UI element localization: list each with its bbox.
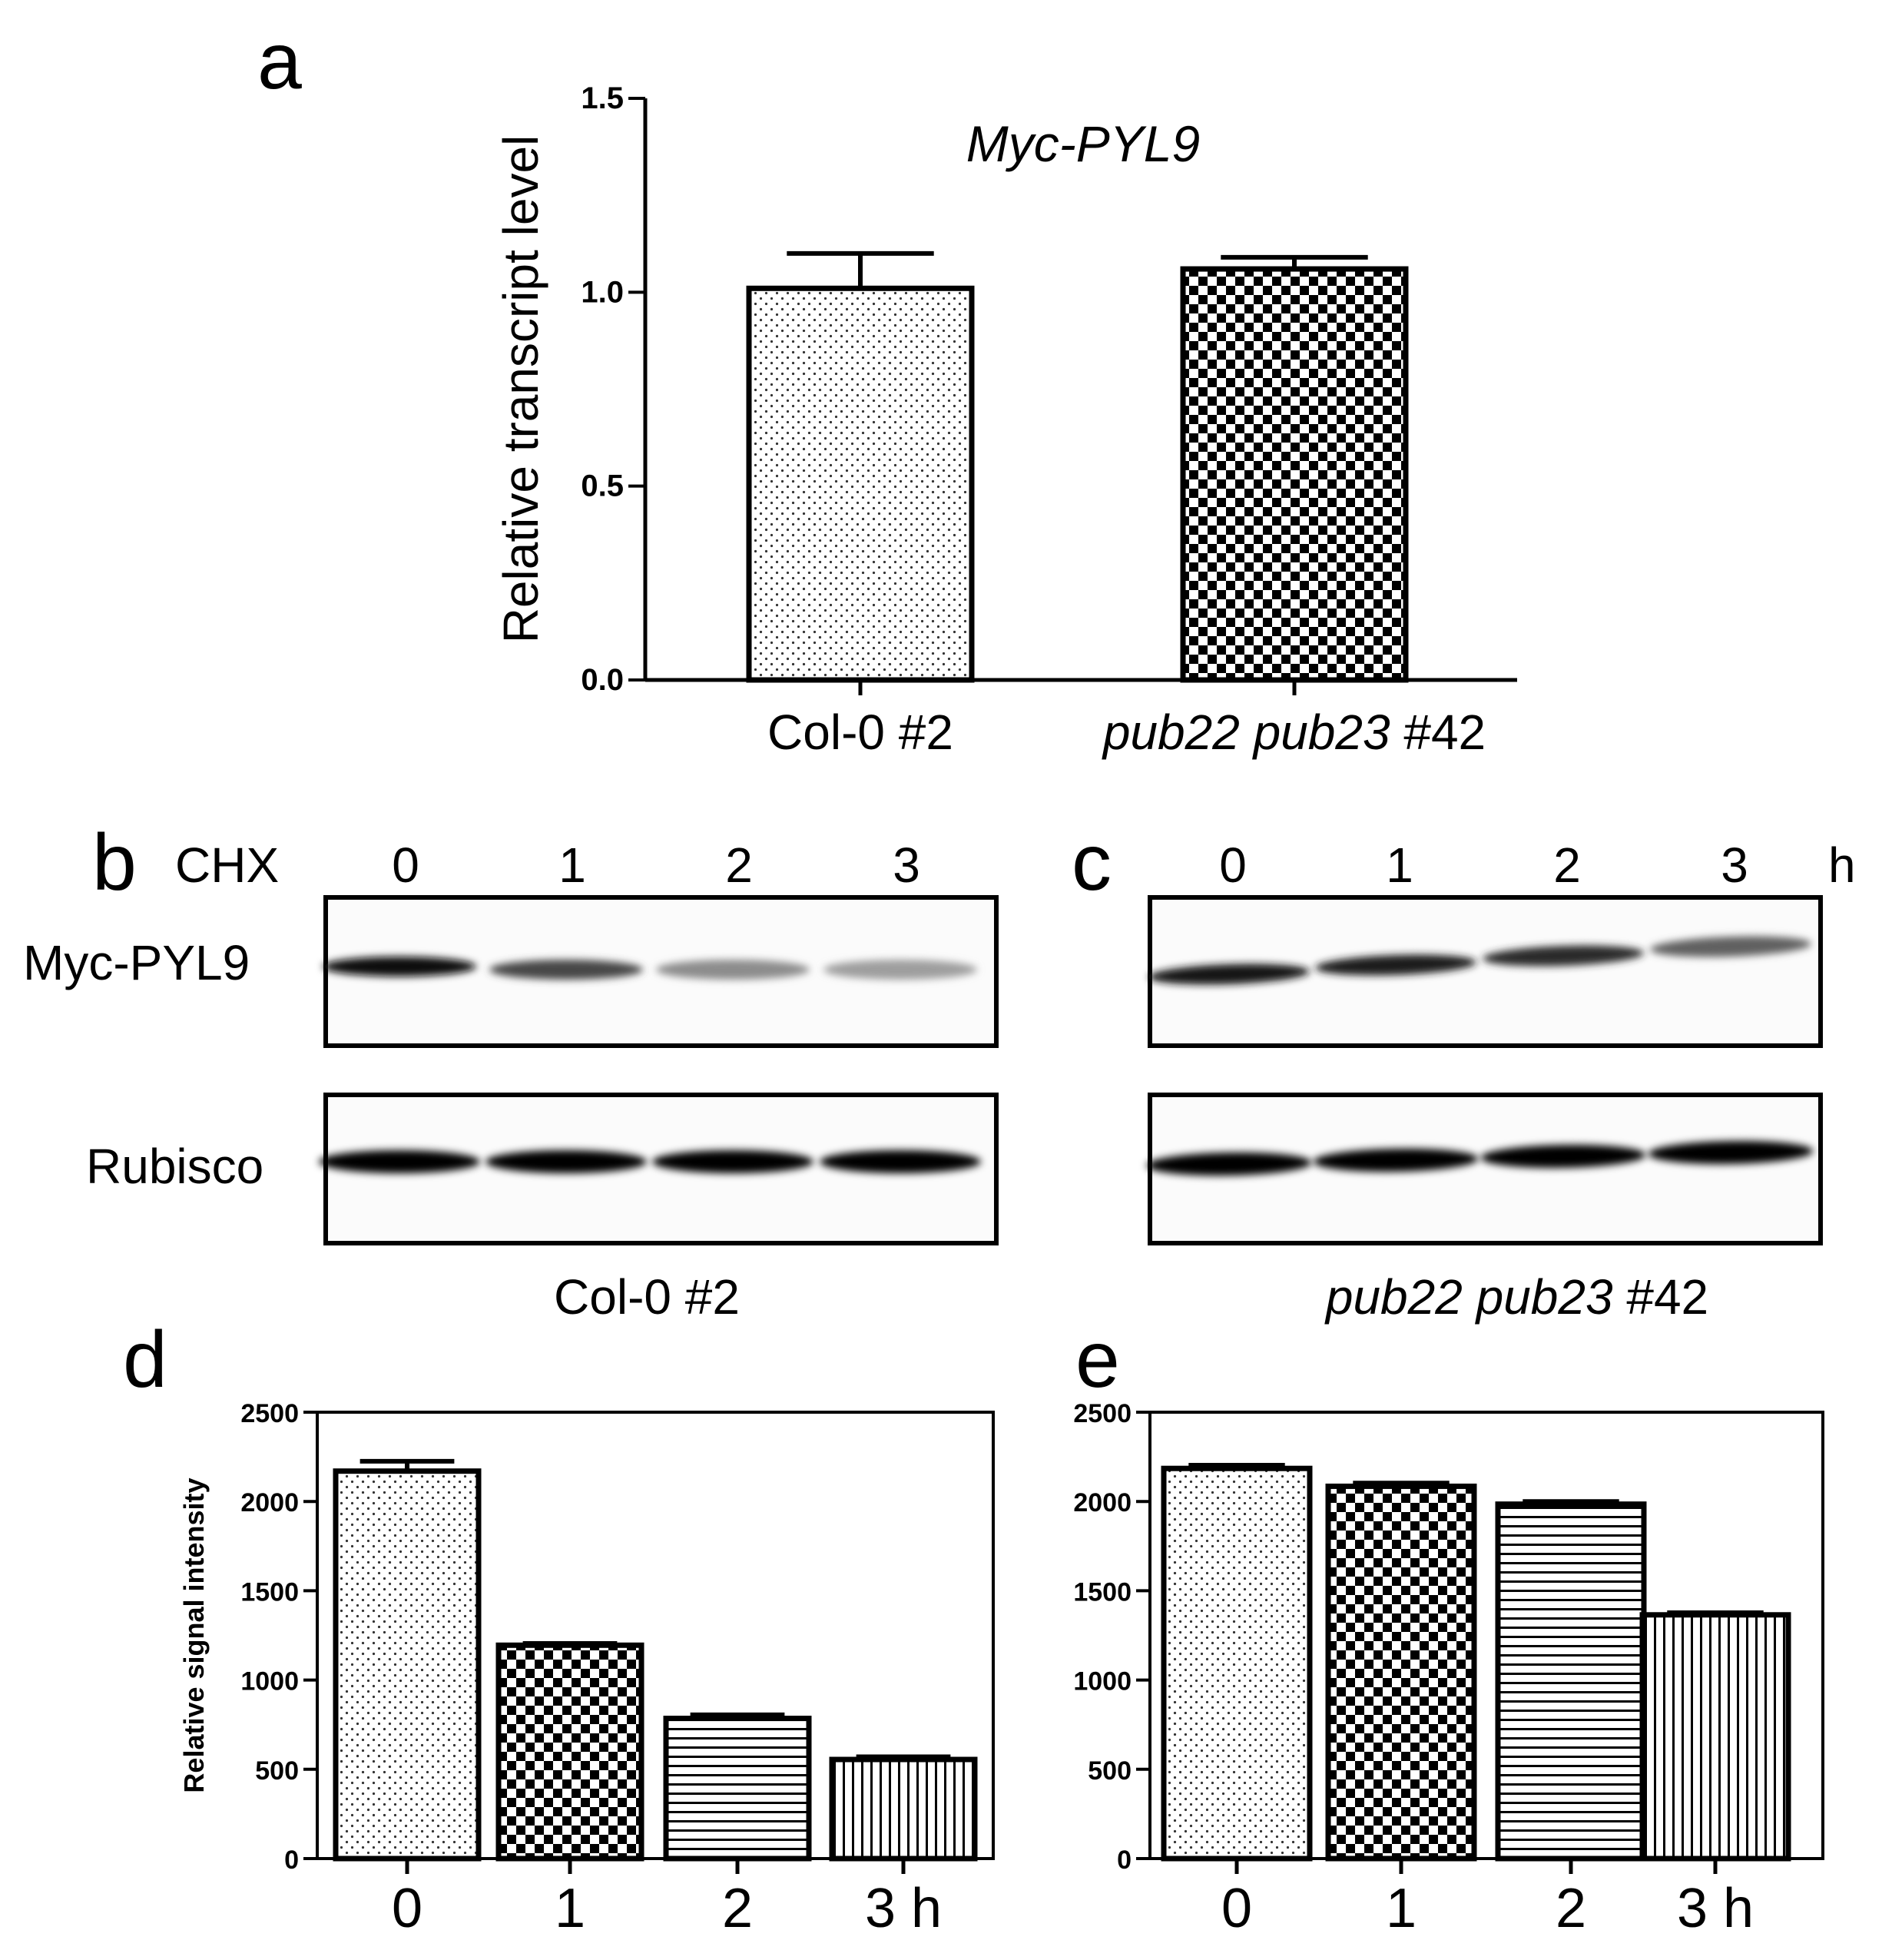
bar-a-0 [746, 285, 975, 683]
lane-label-col0-1: 1 [558, 837, 586, 893]
x-tick-label-e-1: 1 [1386, 1878, 1417, 1939]
x-label-plain-part: Col-0 #2 [767, 705, 953, 760]
x-tick-label-a-1: pub22 pub23 #42 [1102, 705, 1486, 760]
y-axis-label-d: Relative signal intensity [178, 1477, 210, 1793]
western-blot-panels: CHX h Myc-PYL9 Rubisco Col-0 #2 pub22 pu… [23, 837, 1856, 1325]
y-tick-label-d: 2000 [240, 1488, 299, 1517]
y-tick-label-d: 0 [284, 1846, 299, 1875]
y-tick-label-d: 2500 [240, 1399, 299, 1428]
band-mutant-rubisco-0 [1146, 1152, 1312, 1176]
band-mutant-rubisco-3 [1648, 1140, 1814, 1165]
y-tick-label-a: 1.0 [581, 275, 624, 309]
bar-d-1 [495, 1642, 644, 1862]
x-tick-label-e-3: 3 h [1677, 1878, 1754, 1939]
band-mutant-myc-2 [1483, 945, 1644, 967]
bar-e-3 [1639, 1612, 1791, 1862]
band-col0-rubisco-3 [820, 1150, 981, 1173]
x-tick-label-d-2: 2 [722, 1878, 753, 1939]
panel-letter-a: a [257, 17, 302, 106]
genotype-plain-part: #42 [1613, 1269, 1709, 1325]
panel-letter-b: b [92, 818, 137, 907]
band-mutant-rubisco-1 [1313, 1148, 1479, 1172]
x-tick-label-e-0: 0 [1221, 1878, 1252, 1939]
band-mutant-myc-0 [1148, 963, 1310, 985]
chx-label: CHX [175, 837, 279, 893]
y-tick-label-d: 1000 [240, 1667, 299, 1696]
chart-a-transcript-level: 0.0 0.5 1.0 1.5 Col-0 #2 pub22 pub23 #42 Relat… [493, 81, 1517, 760]
y-tick-label-e: 2000 [1073, 1488, 1132, 1517]
plot-frame-d [316, 1411, 995, 1860]
chart-e-signal-pub22-pub23: 0 500 1000 1500 2000 2500 0 1 2 3 h [1073, 1399, 1824, 1939]
x-tick-label-e-2: 2 [1556, 1878, 1586, 1939]
lane-label-col0-0: 0 [392, 837, 419, 893]
x-tick-label-d-1: 1 [555, 1878, 585, 1939]
y-tick-label-e: 1000 [1073, 1667, 1132, 1696]
y-tick-label-e: 2500 [1073, 1399, 1132, 1428]
band-mutant-myc-3 [1650, 936, 1811, 957]
band-col0-rubisco-2 [652, 1150, 813, 1173]
band-mutant-myc-1 [1315, 954, 1476, 976]
lane-label-col0-3: 3 [893, 837, 920, 893]
x-label-italic-part: pub22 pub23 [1102, 705, 1390, 760]
lane-label-col0-2: 2 [725, 837, 753, 893]
y-tick-label-a: 0.0 [581, 663, 624, 697]
lane-label-mutant-0: 0 [1219, 837, 1247, 893]
x-label-plain-part: #42 [1390, 705, 1486, 760]
band-col0-myc-2 [656, 960, 810, 980]
y-axis-label-a: Relative transcript level [493, 135, 548, 644]
bar-d-2 [663, 1716, 812, 1862]
bar-e-1 [1325, 1483, 1477, 1862]
y-tick-label-e: 1500 [1073, 1577, 1132, 1607]
bar-d-3 [829, 1756, 978, 1862]
x-tick-label-d-3: 3 h [865, 1878, 942, 1939]
y-tick-label-d: 1500 [240, 1577, 299, 1607]
row-label-myc-pyl9: Myc-PYL9 [23, 935, 250, 990]
band-col0-myc-0 [323, 957, 476, 977]
bar-e-0 [1161, 1465, 1313, 1862]
x-tick-label-d-0: 0 [392, 1878, 422, 1939]
genotype-italic-part: pub22 pub23 [1324, 1269, 1613, 1325]
y-tick-label-e: 500 [1088, 1756, 1132, 1786]
row-label-rubisco: Rubisco [86, 1139, 263, 1194]
plot-frame-e [1148, 1411, 1824, 1860]
band-col0-rubisco-1 [485, 1150, 647, 1173]
lane-label-mutant-2: 2 [1553, 837, 1581, 893]
panel-letter-c: c [1072, 818, 1112, 907]
band-mutant-rubisco-2 [1480, 1144, 1646, 1169]
lane-label-mutant-3: 3 [1721, 837, 1748, 893]
panel-letter-e: e [1075, 1315, 1120, 1405]
genotype-label-col0: Col-0 #2 [554, 1269, 740, 1325]
y-tick-label-e: 0 [1117, 1846, 1132, 1875]
bar-a-1 [1180, 266, 1409, 683]
band-col0-myc-1 [489, 960, 643, 980]
y-tick-label-a: 0.5 [581, 469, 624, 503]
genotype-label-pub22-pub23: pub22 pub23 #42 [1324, 1269, 1708, 1325]
band-col0-myc-3 [823, 960, 977, 980]
lane-label-mutant-1: 1 [1386, 837, 1413, 893]
y-tick-label-d: 500 [255, 1756, 299, 1786]
x-tick-label-a-0: Col-0 #2 [767, 705, 953, 760]
time-unit-label: h [1828, 837, 1856, 893]
panel-letter-d: d [123, 1315, 167, 1405]
y-tick-label-a: 1.5 [581, 81, 624, 115]
chart-title-a: Myc-PYL9 [966, 115, 1200, 172]
band-col0-rubisco-0 [319, 1150, 480, 1173]
chart-d-signal-col0: 0 500 1000 1500 2000 2500 0 1 2 3 h Relative signa… [178, 1399, 995, 1939]
bar-d-0 [333, 1468, 482, 1862]
bar-e-2 [1495, 1501, 1647, 1862]
